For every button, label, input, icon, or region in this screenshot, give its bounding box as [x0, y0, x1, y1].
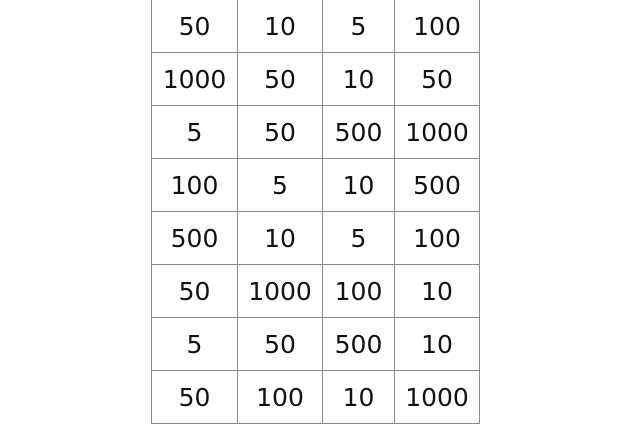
- number-table: 50 10 5 100 1000 50 10 50 5 50 500 1000 100 5 10 500 500…: [151, 0, 480, 424]
- table-row: 50 100 10 1000: [151, 370, 480, 424]
- table-cell: 1000: [237, 264, 323, 318]
- table-cell: 50: [151, 0, 238, 53]
- table-cell: 5: [322, 0, 395, 53]
- table-cell: 5: [151, 317, 238, 371]
- table-cell: 100: [151, 158, 238, 212]
- table-row: 100 5 10 500: [151, 158, 480, 212]
- table-cell: 500: [322, 317, 395, 371]
- table-cell: 10: [322, 52, 395, 106]
- table-cell: 100: [394, 0, 480, 53]
- table-row: 1000 50 10 50: [151, 52, 480, 106]
- table-cell: 100: [322, 264, 395, 318]
- table-row: 5 50 500 1000: [151, 105, 480, 159]
- table-cell: 1000: [394, 105, 480, 159]
- table-cell: 10: [394, 317, 480, 371]
- table-cell: 10: [237, 0, 323, 53]
- table-cell: 50: [151, 264, 238, 318]
- table-cell: 50: [237, 52, 323, 106]
- table-cell: 50: [237, 105, 323, 159]
- table-cell: 10: [322, 158, 395, 212]
- table-cell: 500: [394, 158, 480, 212]
- table-cell: 10: [237, 211, 323, 265]
- table-cell: 50: [237, 317, 323, 371]
- table-cell: 50: [151, 370, 238, 424]
- table-row: 50 10 5 100: [151, 0, 480, 53]
- table-cell: 500: [151, 211, 238, 265]
- table-row: 500 10 5 100: [151, 211, 480, 265]
- table-cell: 5: [322, 211, 395, 265]
- table-cell: 50: [394, 52, 480, 106]
- table-cell: 1000: [394, 370, 480, 424]
- table-cell: 500: [322, 105, 395, 159]
- table-cell: 10: [322, 370, 395, 424]
- table-cell: 5: [237, 158, 323, 212]
- table-cell: 5: [151, 105, 238, 159]
- table-cell: 100: [237, 370, 323, 424]
- table-cell: 10: [394, 264, 480, 318]
- table-cell: 1000: [151, 52, 238, 106]
- table-row: 5 50 500 10: [151, 317, 480, 371]
- table-row: 50 1000 100 10: [151, 264, 480, 318]
- table-cell: 100: [394, 211, 480, 265]
